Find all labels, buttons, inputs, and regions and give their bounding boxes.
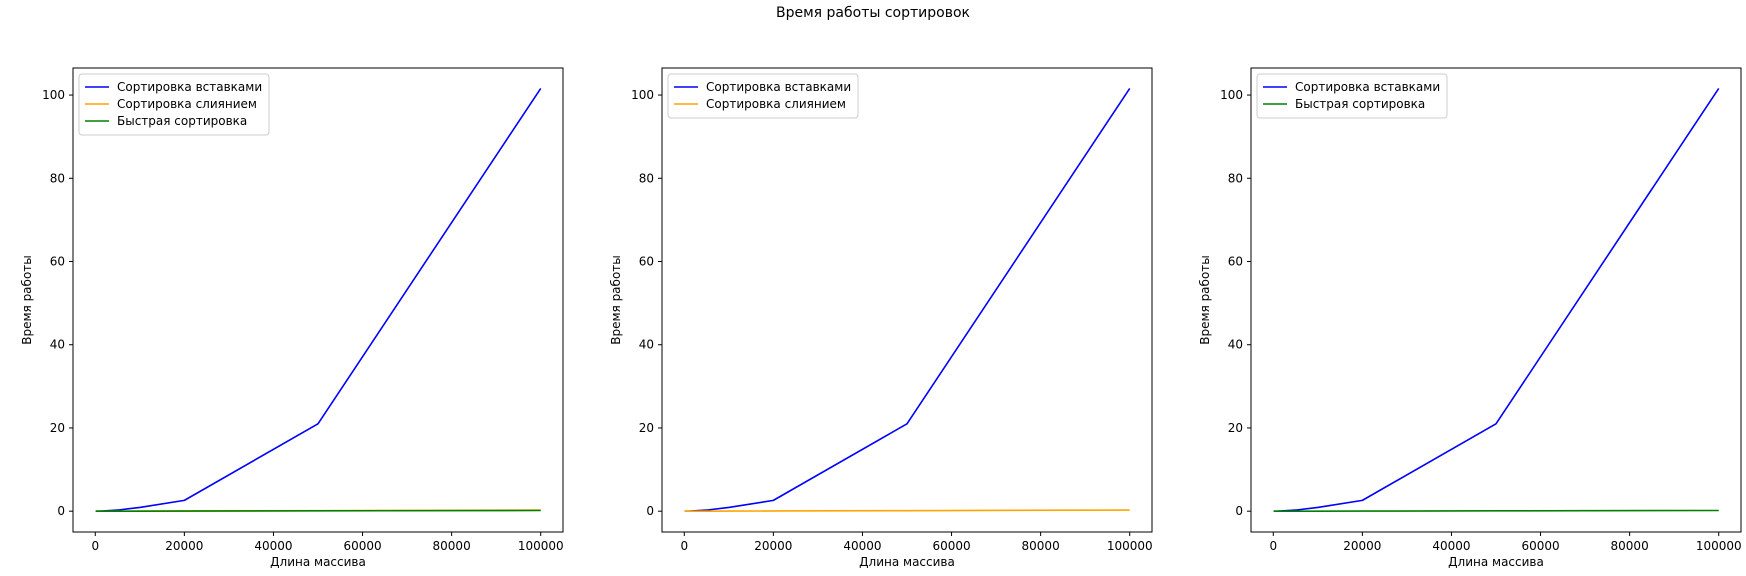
axes-frame [72,67,564,533]
x-tick-label: 0 [91,539,99,553]
legend-label: Сортировка слиянием [117,97,257,111]
legend-label: Сортировка вставками [706,80,851,94]
legend-box [1256,73,1448,119]
series-line-2 [1273,509,1719,512]
x-axis-label: Длина массива [270,555,366,569]
legend-label: Сортировка вставками [117,80,262,94]
axes-frame [1250,67,1742,533]
series-line-2 [684,509,1130,512]
legend-label: Быстрая сортировка [117,114,247,128]
figure-title: Время работы сортировок [776,5,970,21]
legend-label: Сортировка вставками [1295,80,1440,94]
subplot-2: 0 20000 40000 60000 80000 100000 0 20 40 60 80 100 Д… [609,67,1153,569]
y-axis-label: Время работы [20,255,34,345]
legend-label: Сортировка слиянием [706,97,846,111]
x-tick-label: 60000 [1521,539,1559,553]
axes-frame [661,67,1153,533]
series-line-3 [95,509,541,512]
y-tick-label: 100 [42,88,65,102]
x-tick-label: 60000 [932,539,970,553]
y-tick-label: 60 [639,255,654,269]
x-tick-label: 80000 [1611,539,1649,553]
y-tick-label: 80 [639,171,654,185]
x-tick-label: 60000 [343,539,381,553]
y-tick-label: 0 [1235,504,1243,518]
y-tick-label: 20 [1228,421,1243,435]
x-tick-label: 100000 [518,539,564,553]
y-tick-label: 40 [1228,338,1243,352]
y-tick-label: 100 [1220,88,1243,102]
y-tick-label: 100 [631,88,654,102]
x-tick-label: 100000 [1696,539,1742,553]
y-tick-label: 20 [50,421,65,435]
y-axis-label: Время работы [1198,255,1212,345]
x-tick-label: 40000 [843,539,881,553]
x-tick-label: 40000 [254,539,292,553]
y-tick-label: 80 [50,171,65,185]
series-line-1 [1273,87,1720,512]
subplot-3: 0 20000 40000 60000 80000 100000 0 20 40 60 80 100 Д… [1198,67,1742,569]
y-axis-label: Время работы [609,255,623,345]
x-tick-label: 20000 [165,539,203,553]
x-tick-label: 80000 [433,539,471,553]
y-tick-label: 60 [1228,255,1243,269]
x-tick-label: 0 [680,539,688,553]
y-tick-label: 80 [1228,171,1243,185]
x-tick-label: 100000 [1107,539,1153,553]
series-line-1 [95,87,542,512]
y-tick-label: 40 [50,338,65,352]
legend-box [78,73,270,136]
y-tick-label: 60 [50,255,65,269]
legend-box [667,73,859,119]
x-tick-label: 40000 [1432,539,1470,553]
legend-label: Быстрая сортировка [1295,97,1425,111]
x-tick-label: 0 [1269,539,1277,553]
subplot-1: 0 20000 40000 60000 80000 100000 0 20 40 60 80 100 Д… [20,67,564,569]
y-tick-label: 40 [639,338,654,352]
x-axis-label: Длина массива [1448,555,1544,569]
y-tick-label: 0 [646,504,654,518]
x-tick-label: 20000 [754,539,792,553]
x-tick-label: 80000 [1022,539,1060,553]
y-tick-label: 20 [639,421,654,435]
series-line-1 [684,87,1131,512]
y-tick-label: 0 [57,504,65,518]
x-axis-label: Длина массива [859,555,955,569]
x-tick-label: 20000 [1343,539,1381,553]
